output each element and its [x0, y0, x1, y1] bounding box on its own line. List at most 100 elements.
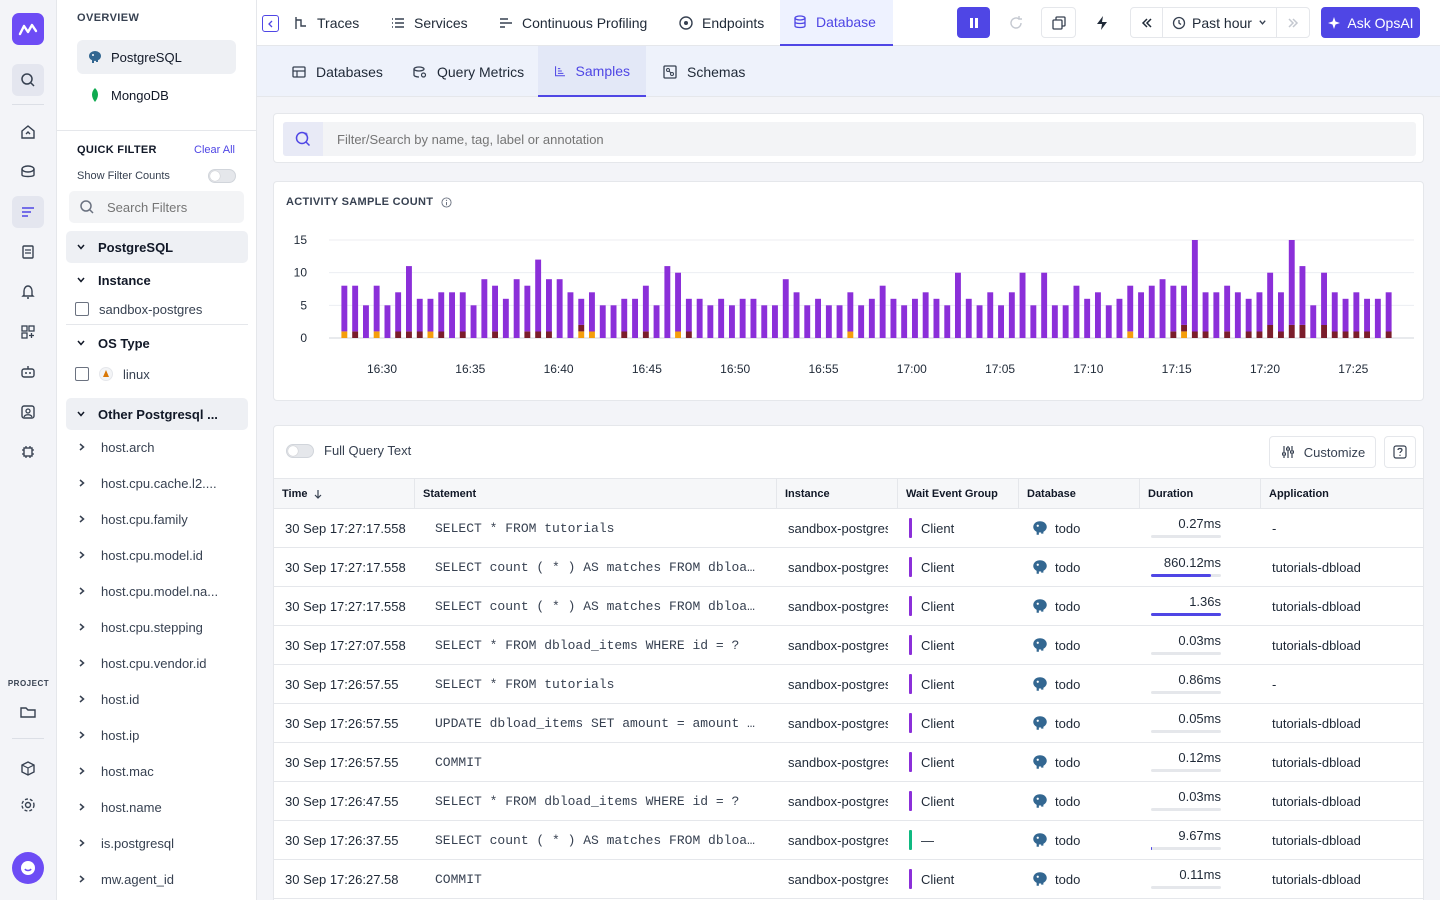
attribute-filter-row[interactable]: host.cpu.model.na... — [77, 580, 252, 602]
tab-continuous-profiling[interactable]: Continuous Profiling — [486, 0, 659, 46]
help-button[interactable] — [1384, 436, 1416, 468]
full-query-text-toggle[interactable] — [286, 443, 314, 458]
lightning-button[interactable] — [1085, 7, 1118, 38]
filter-option-instance[interactable]: sandbox-postgres — [75, 297, 202, 321]
attribute-filter-row[interactable]: is.postgresql — [77, 832, 252, 854]
column-header-duration[interactable]: Duration — [1140, 479, 1261, 508]
statement-text: UPDATE dbload_items SET amount = amount … — [435, 715, 757, 731]
table-row[interactable]: 30 Sep 17:26:37.55 SELECT count ( * ) AS … — [274, 821, 1423, 860]
settings-chip-icon[interactable] — [12, 436, 44, 468]
attribute-filter-row[interactable]: host.id — [77, 688, 252, 710]
clear-all-link[interactable]: Clear All — [194, 144, 235, 156]
gear-icon[interactable] — [12, 789, 44, 821]
column-header-time[interactable]: Time — [274, 479, 415, 508]
checkbox[interactable] — [75, 302, 89, 316]
folder-icon[interactable] — [12, 696, 44, 728]
table-row[interactable]: 30 Sep 17:27:07.558 SELECT * FROM dbload_… — [274, 626, 1423, 665]
cell-statement[interactable]: SELECT * FROM dbload_items WHERE id = ? — [435, 626, 757, 664]
cell-statement[interactable]: SELECT * FROM tutorials — [435, 665, 757, 703]
chart-bar — [621, 331, 628, 338]
info-icon[interactable] — [441, 196, 452, 208]
table-row[interactable]: 30 Sep 17:26:57.55 SELECT * FROM tutorial… — [274, 665, 1423, 704]
table-row[interactable]: 30 Sep 17:27:17.558 SELECT count ( * ) AS… — [274, 548, 1423, 587]
time-forward-button[interactable] — [1277, 8, 1309, 37]
chart-bar — [1030, 305, 1037, 338]
subtab-samples[interactable]: Samples — [538, 46, 646, 97]
attribute-filter-row[interactable]: mw.agent_id — [77, 868, 252, 890]
cell-statement[interactable]: COMMIT — [435, 860, 757, 898]
robot-icon[interactable] — [12, 356, 44, 388]
integrations-icon[interactable] — [12, 753, 44, 785]
home-icon[interactable] — [12, 116, 44, 148]
attribute-filter-row[interactable]: host.cpu.stepping — [77, 616, 252, 638]
column-header-instance[interactable]: Instance — [777, 479, 898, 508]
cell-statement[interactable]: UPDATE dbload_items SET amount = amount … — [435, 704, 757, 742]
search-icon[interactable] — [12, 64, 44, 96]
tab-services[interactable]: Services — [378, 0, 480, 46]
cell-statement[interactable]: SELECT * FROM tutorials — [435, 509, 757, 547]
attribute-filter-row[interactable]: host.arch — [77, 436, 252, 458]
tab-database[interactable]: Database — [780, 0, 893, 46]
cell-statement[interactable]: SELECT count ( * ) AS matches FROM dbloa… — [435, 548, 757, 586]
cell-instance: sandbox-postgres — [788, 637, 888, 653]
column-header-wait-event-group[interactable]: Wait Event Group — [898, 479, 1019, 508]
group-other-postgresql[interactable]: Other Postgresql ... — [66, 398, 248, 430]
rum-icon[interactable] — [12, 396, 44, 428]
attribute-filter-row[interactable]: host.cpu.family — [77, 508, 252, 530]
alerts-icon[interactable] — [12, 276, 44, 308]
avatar[interactable] — [12, 852, 44, 884]
attribute-filter-row[interactable]: host.cpu.model.id — [77, 544, 252, 566]
attribute-filter-row[interactable]: host.mac — [77, 760, 252, 782]
show-filter-counts-toggle[interactable] — [208, 169, 236, 183]
search-filters-input[interactable] — [107, 199, 227, 215]
table-row[interactable]: 30 Sep 17:26:57.55 UPDATE dbload_items SE… — [274, 704, 1423, 743]
table-row[interactable]: 30 Sep 17:26:27.58 COMMIT sandbox-postgres… — [274, 860, 1423, 899]
middleware-logo[interactable] — [12, 13, 44, 45]
group-instance[interactable]: Instance — [66, 264, 248, 296]
group-postgresql[interactable]: PostgreSQL — [66, 231, 248, 263]
cell-duration: 0.27ms — [1151, 516, 1221, 538]
attribute-filter-row[interactable]: host.cpu.vendor.id — [77, 652, 252, 674]
group-os-type[interactable]: OS Type — [66, 327, 248, 359]
copy-button[interactable] — [1041, 7, 1076, 38]
time-back-button[interactable] — [1131, 8, 1163, 37]
cell-statement[interactable]: SELECT * FROM dbload_items WHERE id = ? — [435, 782, 757, 820]
search-icon[interactable] — [283, 122, 323, 156]
checkbox[interactable] — [75, 367, 89, 381]
table-row[interactable]: 30 Sep 17:26:57.55 COMMIT sandbox-postgres… — [274, 743, 1423, 782]
duration-track — [1151, 730, 1221, 733]
subtab-query-metrics[interactable]: Query Metrics — [396, 46, 540, 97]
tab-endpoints[interactable]: Endpoints — [666, 0, 776, 46]
table-row[interactable]: 30 Sep 17:27:17.558 SELECT * FROM tutoria… — [274, 509, 1423, 548]
dashboards-icon[interactable] — [12, 316, 44, 348]
refresh-button[interactable] — [999, 7, 1032, 38]
customize-button[interactable]: Customize — [1269, 436, 1376, 468]
search-input[interactable] — [337, 131, 1237, 147]
infrastructure-icon[interactable] — [12, 156, 44, 188]
tab-traces[interactable]: Traces — [281, 0, 371, 46]
pause-button[interactable] — [957, 7, 990, 38]
db-item-postgresql[interactable]: PostgreSQL — [77, 40, 236, 74]
column-header-database[interactable]: Database — [1019, 479, 1140, 508]
collapse-sidebar-button[interactable] — [262, 15, 279, 32]
chevron-right-icon — [79, 443, 85, 451]
time-range-select[interactable]: Past hour — [1163, 8, 1277, 37]
db-item-mongodb[interactable]: MongoDB — [77, 78, 236, 112]
logs-icon[interactable] — [12, 236, 44, 268]
subtab-schemas[interactable]: Schemas — [646, 46, 761, 97]
table-row[interactable]: 30 Sep 17:26:47.55 SELECT * FROM dbload_i… — [274, 782, 1423, 821]
subtab-databases[interactable]: Databases — [275, 46, 399, 97]
table-row[interactable]: 30 Sep 17:27:17.558 SELECT count ( * ) AS… — [274, 587, 1423, 626]
cell-statement[interactable]: SELECT count ( * ) AS matches FROM dbloa… — [435, 587, 757, 625]
filter-option-os[interactable]: linux — [75, 362, 150, 386]
duration-label: 0.11ms — [1179, 867, 1221, 882]
attribute-filter-row[interactable]: host.name — [77, 796, 252, 818]
attribute-filter-row[interactable]: host.cpu.cache.l2.... — [77, 472, 252, 494]
apm-icon[interactable] — [12, 196, 44, 228]
column-header-application[interactable]: Application — [1261, 479, 1423, 508]
ask-opsai-button[interactable]: Ask OpsAI — [1321, 7, 1420, 38]
attribute-filter-row[interactable]: host.ip — [77, 724, 252, 746]
cell-statement[interactable]: SELECT count ( * ) AS matches FROM dbloa… — [435, 821, 757, 859]
column-header-statement[interactable]: Statement — [415, 479, 777, 508]
cell-statement[interactable]: COMMIT — [435, 743, 757, 781]
